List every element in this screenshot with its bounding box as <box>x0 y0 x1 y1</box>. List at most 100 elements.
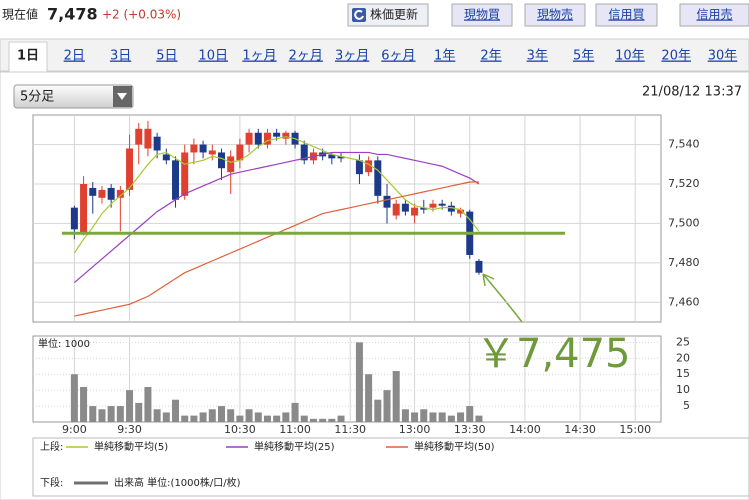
volume-bar <box>300 415 308 422</box>
candle-body <box>374 160 382 196</box>
volume-bar <box>254 412 262 422</box>
volume-bar <box>236 415 244 422</box>
candle-body <box>172 160 180 200</box>
candle-body <box>475 260 483 273</box>
volume-bar <box>116 406 124 422</box>
x-tick-label: 13:30 <box>454 423 486 436</box>
volume-bar <box>190 415 198 422</box>
candle-body <box>383 195 391 208</box>
candle-body <box>282 132 290 139</box>
tab-label: 1ヶ月 <box>242 49 276 64</box>
button-label: 現物売 <box>537 7 573 22</box>
x-tick-label: 11:00 <box>279 423 311 436</box>
volume-bar <box>273 415 281 422</box>
tab-label: 3日 <box>110 49 131 64</box>
button-label: 株価更新 <box>370 7 418 22</box>
volume-bar <box>438 412 446 422</box>
tab-selected[interactable] <box>8 41 48 73</box>
legend-label: 出来高 単位:(1000株/口/枚) <box>114 476 241 489</box>
candle-body <box>245 132 253 145</box>
y-tick-label: 7,520 <box>668 177 700 190</box>
legend-upper-label: 上段: <box>40 440 63 453</box>
y-tick-label: 7,460 <box>668 295 700 308</box>
legend-label: 単純移動平均(25) <box>254 440 335 453</box>
volume-bar <box>208 409 216 422</box>
volume-bar <box>126 390 134 422</box>
legend-lower-label: 下段: <box>40 476 63 489</box>
x-tick-label: 14:00 <box>509 423 541 436</box>
candle-body <box>199 144 207 153</box>
candle-body <box>337 156 345 159</box>
button[interactable] <box>451 3 513 27</box>
tab-label: 2ヶ月 <box>289 49 323 64</box>
volume-bar <box>291 402 299 422</box>
volume-bar <box>337 415 345 422</box>
volume-bar <box>172 399 180 422</box>
volume-bar <box>447 415 455 422</box>
candle-body <box>217 152 225 169</box>
y-tick-label: 7,480 <box>668 256 700 269</box>
x-tick-label: 9:30 <box>117 423 142 436</box>
candle-body <box>254 132 262 145</box>
x-tick-label: 11:30 <box>334 423 366 436</box>
volume-bar <box>282 412 290 422</box>
volume-bar <box>309 418 317 422</box>
volume-bar <box>70 374 78 422</box>
y-tick-label: 7,540 <box>668 138 700 151</box>
volume-bar <box>328 418 336 422</box>
volume-bar <box>227 409 235 422</box>
x-tick-label: 15:00 <box>619 423 651 436</box>
button-label: 信用買 <box>608 8 644 22</box>
current-price: 7,478 <box>47 5 98 24</box>
volume-bar <box>420 409 428 422</box>
volume-bar <box>319 418 327 422</box>
candle-body <box>236 144 244 161</box>
tab-label: 6ヶ月 <box>381 49 415 64</box>
volume-bar <box>355 342 363 422</box>
y-tick-label: 5 <box>683 399 690 412</box>
candle-body <box>135 128 143 145</box>
candle-body <box>227 156 235 173</box>
candle-body <box>438 203 446 206</box>
volume-bar <box>383 390 391 422</box>
candle-body <box>107 187 115 200</box>
volume-bar <box>217 406 225 422</box>
button[interactable] <box>679 3 749 27</box>
candle-body <box>98 189 106 198</box>
x-tick-label: 9:00 <box>62 423 87 436</box>
candle-body <box>153 136 161 151</box>
candle-body <box>447 205 455 212</box>
volume-bar <box>181 415 189 422</box>
candle-body <box>116 189 124 198</box>
candle-body <box>144 128 152 149</box>
x-tick-label: 10:30 <box>224 423 256 436</box>
button[interactable] <box>524 3 586 27</box>
price-change: +2 (+0.03%) <box>102 8 181 22</box>
moving-average-line <box>73 151 480 284</box>
candle-body <box>355 160 363 175</box>
timeframe-dropdown[interactable] <box>13 84 134 109</box>
candle-body <box>162 154 170 161</box>
volume-bar <box>199 412 207 422</box>
volume-bar <box>392 371 400 422</box>
volume-bar <box>466 406 474 422</box>
candle-body <box>401 203 409 212</box>
button[interactable] <box>347 3 429 27</box>
candle-body <box>273 132 281 137</box>
y-tick-label: 10 <box>676 383 690 396</box>
candle-body <box>392 203 400 216</box>
button-label: 信用売 <box>696 7 732 22</box>
candle-body <box>365 160 373 173</box>
volume-bar <box>107 406 115 422</box>
tab-label: 5日 <box>156 49 177 64</box>
x-tick-label: 13:00 <box>399 423 431 436</box>
candle-body <box>89 187 97 196</box>
tab-label: 10日 <box>198 49 228 64</box>
volume-bar <box>374 399 382 422</box>
annotation-arrow <box>482 273 523 323</box>
candle-body <box>263 132 271 145</box>
button[interactable] <box>595 3 658 27</box>
volume-bar <box>89 406 97 422</box>
y-tick-label: 7,500 <box>668 216 700 229</box>
candle-body <box>208 150 216 155</box>
